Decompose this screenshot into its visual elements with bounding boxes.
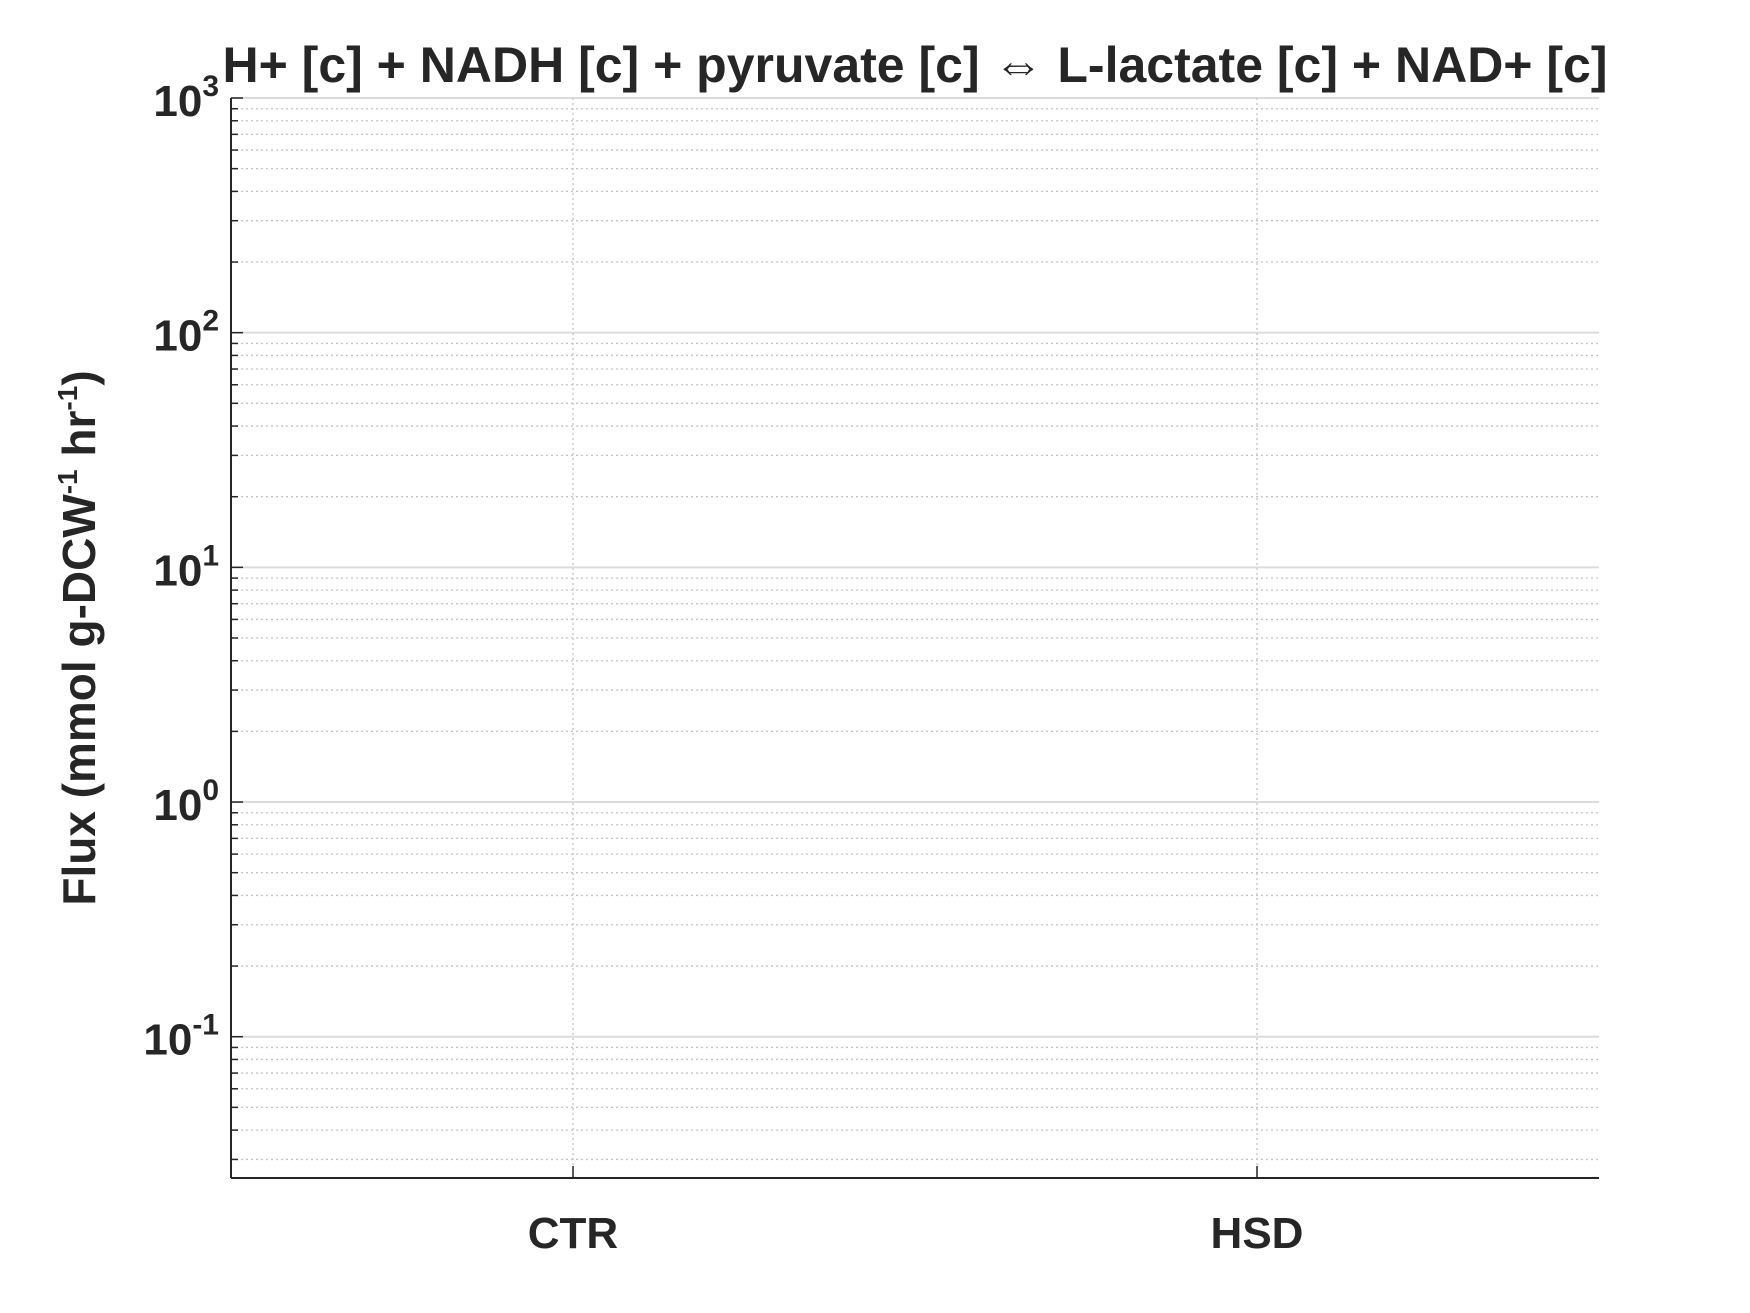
y-axis-label-sup1: -1 [52,469,83,494]
y-tick-base: 10 [153,312,202,361]
grid [231,97,1599,1178]
x-tick-labels: CTR HSD [528,1209,1304,1258]
y-axis-label-sup2: -1 [52,386,83,411]
y-tick-exponent: 1 [202,539,219,572]
y-tick-label: 103 [153,70,219,126]
y-tick-exponent: 3 [202,70,219,103]
y-tick-exponent: 0 [202,774,219,807]
axes [230,97,1599,1179]
y-axis-label-suffix: ) [53,370,105,385]
y-tick-label: 102 [153,305,219,361]
y-tick-base: 10 [153,77,202,126]
y-axis-label-prefix: Flux (mmol g-DCW [53,494,105,906]
y-axis-label: Flux (mmol g-DCW-1 hr-1) [52,370,105,905]
y-tick-base: 10 [143,1016,192,1065]
chart-title: H+ [c] + NADH [c] + pyruvate [c] ⇔ L-lac… [222,37,1607,93]
y-tick-exponent: -1 [192,1009,219,1042]
y-tick-base: 10 [153,546,202,595]
y-tick-base: 10 [153,781,202,830]
x-tick-label-ctr: CTR [528,1209,618,1258]
y-tick-label: 10-1 [143,1009,219,1065]
y-axis-label-middle: hr [53,410,105,469]
y-tick-exponent: 2 [202,305,219,338]
y-tick-label: 101 [153,539,219,595]
x-tick-label-hsd: HSD [1211,1209,1304,1258]
y-tick-label: 100 [153,774,219,830]
